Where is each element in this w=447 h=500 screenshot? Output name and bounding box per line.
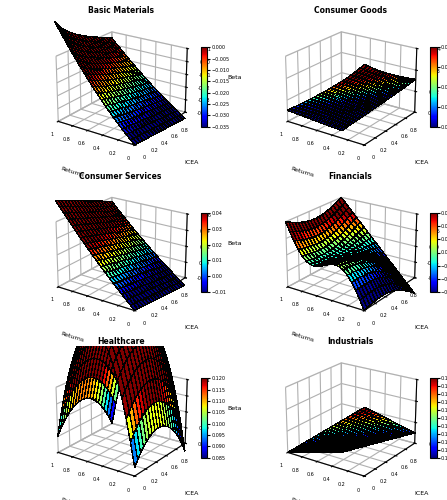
X-axis label: Returns: Returns [60,497,85,500]
X-axis label: Returns: Returns [290,497,315,500]
Title: Industrials: Industrials [327,337,373,346]
X-axis label: Returns: Returns [60,332,85,344]
X-axis label: Returns: Returns [290,332,315,344]
Y-axis label: ICEA: ICEA [185,490,199,496]
Title: Basic Materials: Basic Materials [88,6,154,15]
Y-axis label: ICEA: ICEA [414,490,429,496]
Y-axis label: ICEA: ICEA [414,325,429,330]
Title: Financials: Financials [328,172,372,180]
X-axis label: Returns: Returns [60,166,85,178]
Y-axis label: ICEA: ICEA [185,160,199,164]
Title: Consumer Goods: Consumer Goods [314,6,387,15]
X-axis label: Returns: Returns [290,166,315,178]
Y-axis label: ICEA: ICEA [414,160,429,164]
Title: Consumer Services: Consumer Services [80,172,162,180]
Y-axis label: ICEA: ICEA [185,325,199,330]
Title: Healthcare: Healthcare [97,337,144,346]
